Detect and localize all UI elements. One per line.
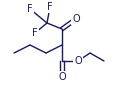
Text: O: O [72, 14, 80, 24]
Text: F: F [27, 4, 33, 14]
Text: O: O [58, 72, 66, 82]
Text: F: F [32, 28, 38, 38]
Text: O: O [74, 56, 82, 66]
Text: F: F [47, 2, 53, 12]
